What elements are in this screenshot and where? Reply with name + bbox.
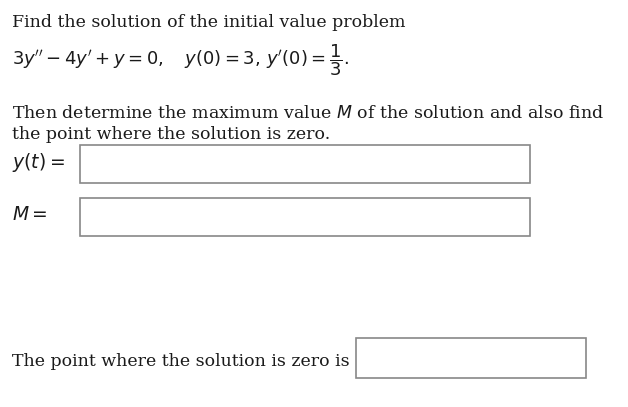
Text: the point where the solution is zero.: the point where the solution is zero. [12, 126, 330, 143]
Text: $3y'' - 4y' + y = 0, \quad y(0) = 3,\, y'(0) = \dfrac{1}{3}.$: $3y'' - 4y' + y = 0, \quad y(0) = 3,\, y… [12, 42, 349, 78]
Text: Then determine the maximum value $M$ of the solution and also find: Then determine the maximum value $M$ of … [12, 105, 604, 122]
Text: The point where the solution is zero is: The point where the solution is zero is [12, 353, 350, 370]
Text: $M =$: $M =$ [12, 206, 48, 224]
FancyBboxPatch shape [80, 198, 530, 236]
Text: $y(t) =$: $y(t) =$ [12, 151, 65, 175]
FancyBboxPatch shape [80, 145, 530, 183]
FancyBboxPatch shape [356, 338, 586, 378]
Text: Find the solution of the initial value problem: Find the solution of the initial value p… [12, 14, 406, 31]
